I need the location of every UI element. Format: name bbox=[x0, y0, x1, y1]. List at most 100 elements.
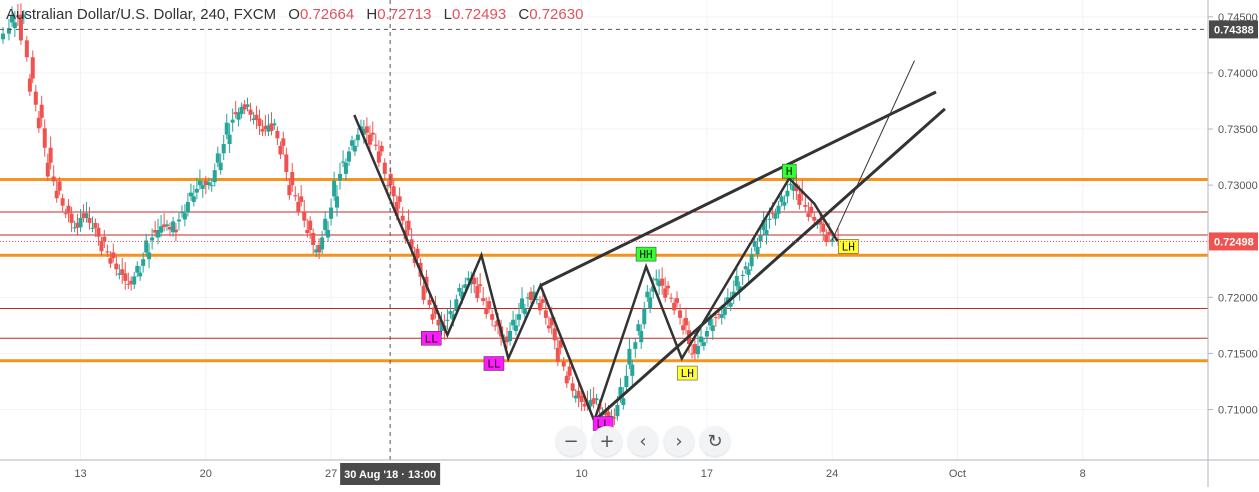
candle-body bbox=[409, 239, 414, 249]
zoom-in-button[interactable]: + bbox=[592, 426, 622, 456]
candle-body bbox=[129, 280, 134, 284]
candle-body bbox=[511, 319, 516, 326]
zoom-out-button[interactable]: − bbox=[556, 426, 586, 456]
candle-body bbox=[493, 325, 498, 327]
candle-body bbox=[701, 342, 706, 346]
candle-body bbox=[654, 278, 659, 281]
candle-body bbox=[376, 151, 381, 163]
candle-body bbox=[513, 325, 518, 331]
candle-body bbox=[555, 347, 560, 362]
candle-body bbox=[397, 196, 402, 202]
candle-body bbox=[361, 129, 366, 135]
candle-body bbox=[272, 123, 277, 126]
candle-body bbox=[770, 213, 775, 215]
symbol-legend: Australian Dollar/U.S. Dollar, 240, FXCM… bbox=[6, 6, 583, 23]
reset-chart-button[interactable]: ↻ bbox=[700, 426, 730, 456]
candle-body bbox=[484, 308, 489, 315]
pattern-label-box bbox=[781, 163, 797, 179]
candle-body bbox=[162, 224, 167, 228]
candle-body bbox=[188, 192, 193, 197]
candle-body bbox=[758, 235, 763, 242]
candle-body bbox=[176, 219, 181, 222]
candle-body bbox=[269, 123, 274, 131]
candle-body bbox=[302, 211, 307, 221]
candle-body bbox=[364, 126, 369, 133]
grid-lines bbox=[0, 0, 1208, 460]
candle-body bbox=[191, 196, 196, 202]
candle-body bbox=[180, 212, 185, 214]
candle-body bbox=[323, 218, 328, 230]
candle-body bbox=[135, 265, 140, 273]
candle-body bbox=[290, 172, 295, 186]
candle-body bbox=[773, 213, 778, 219]
candle-body bbox=[329, 207, 334, 219]
candle-body bbox=[388, 173, 393, 186]
close-value: 0.72630 bbox=[529, 6, 584, 23]
close-label: C bbox=[518, 6, 530, 23]
candle-body bbox=[248, 109, 253, 115]
candle-body bbox=[394, 201, 399, 216]
candle-body bbox=[275, 130, 280, 139]
candle-body bbox=[752, 241, 757, 247]
candle-body bbox=[663, 288, 668, 298]
candle-body bbox=[683, 317, 688, 326]
candle-body bbox=[806, 213, 811, 217]
candle-body bbox=[12, 22, 17, 29]
candle-body bbox=[788, 183, 793, 186]
candle-body bbox=[764, 230, 769, 236]
candle-body bbox=[93, 222, 98, 228]
candle-body bbox=[675, 298, 680, 303]
candle-body bbox=[36, 117, 41, 129]
scroll-left-button[interactable]: ‹ bbox=[628, 426, 658, 456]
candle-body bbox=[194, 188, 199, 193]
candle-body bbox=[182, 213, 187, 220]
candle-body bbox=[633, 342, 638, 349]
pattern-label: LH bbox=[676, 365, 698, 381]
pattern-label-text: HH bbox=[639, 248, 652, 261]
candle-body bbox=[615, 405, 620, 417]
candle-body bbox=[564, 375, 569, 384]
candle-body bbox=[287, 185, 292, 196]
price-tick-label: 0.71500 bbox=[1218, 348, 1258, 360]
candle-body bbox=[591, 398, 596, 404]
candle-body bbox=[415, 248, 420, 259]
candle-body bbox=[114, 263, 119, 270]
candle-body bbox=[478, 284, 483, 287]
trendline bbox=[539, 90, 937, 287]
candle-body bbox=[21, 14, 26, 18]
candle-body bbox=[552, 328, 557, 341]
candle-body bbox=[242, 104, 247, 110]
candle-body bbox=[239, 106, 244, 115]
candle-body bbox=[156, 230, 161, 238]
time-tick-label: Oct bbox=[949, 468, 966, 480]
candle-body bbox=[427, 299, 432, 305]
trendline bbox=[593, 107, 946, 422]
candle-body bbox=[278, 145, 283, 155]
candle-body bbox=[522, 308, 527, 315]
candle-body bbox=[710, 325, 715, 331]
candle-body bbox=[221, 143, 226, 154]
candle-body bbox=[567, 366, 572, 376]
candle-body bbox=[439, 320, 444, 331]
time-tick-label: 17 bbox=[701, 468, 713, 480]
candle-body bbox=[233, 112, 238, 115]
candle-body bbox=[651, 286, 656, 292]
candle-body bbox=[6, 28, 11, 34]
candle-body bbox=[352, 145, 357, 152]
candle-body bbox=[105, 251, 110, 253]
candle-body bbox=[624, 375, 629, 388]
price-tick-label: 0.73500 bbox=[1218, 124, 1258, 136]
candle-body bbox=[481, 298, 486, 302]
candle-body bbox=[338, 173, 343, 181]
candle-body bbox=[672, 302, 677, 311]
candle-body bbox=[108, 258, 113, 264]
scroll-right-button[interactable]: › bbox=[664, 426, 694, 456]
candle-body bbox=[436, 319, 441, 326]
candle-body bbox=[728, 302, 733, 307]
candle-body bbox=[382, 162, 387, 174]
low-value: 0.72493 bbox=[451, 6, 507, 23]
candle-body bbox=[120, 269, 125, 275]
crosshair-price-label: 0.74388 bbox=[1214, 24, 1254, 36]
